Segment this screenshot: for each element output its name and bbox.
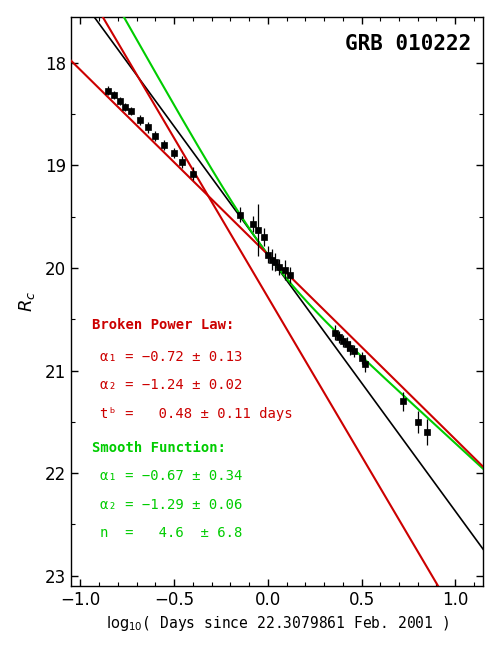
Text: α₁ = −0.72 ± 0.13: α₁ = −0.72 ± 0.13 bbox=[100, 350, 242, 364]
Text: Smooth Function:: Smooth Function: bbox=[92, 441, 226, 455]
Text: n  =   4.6  ± 6.8: n = 4.6 ± 6.8 bbox=[100, 526, 242, 540]
Text: α₂ = −1.29 ± 0.06: α₂ = −1.29 ± 0.06 bbox=[100, 498, 242, 512]
Text: Broken Power Law:: Broken Power Law: bbox=[92, 318, 234, 332]
Text: α₁ = −0.67 ± 0.34: α₁ = −0.67 ± 0.34 bbox=[100, 469, 242, 483]
Text: α₂ = −1.24 ± 0.02: α₂ = −1.24 ± 0.02 bbox=[100, 378, 242, 392]
X-axis label: $\rm log_{10}$( Days since 22.3079861 Feb. 2001 ): $\rm log_{10}$( Days since 22.3079861 Fe… bbox=[106, 614, 449, 633]
Text: GRB 010222: GRB 010222 bbox=[344, 34, 471, 54]
Text: tᵇ =   0.48 ± 0.11 days: tᵇ = 0.48 ± 0.11 days bbox=[100, 407, 292, 421]
Y-axis label: $R_c$: $R_c$ bbox=[16, 291, 36, 312]
